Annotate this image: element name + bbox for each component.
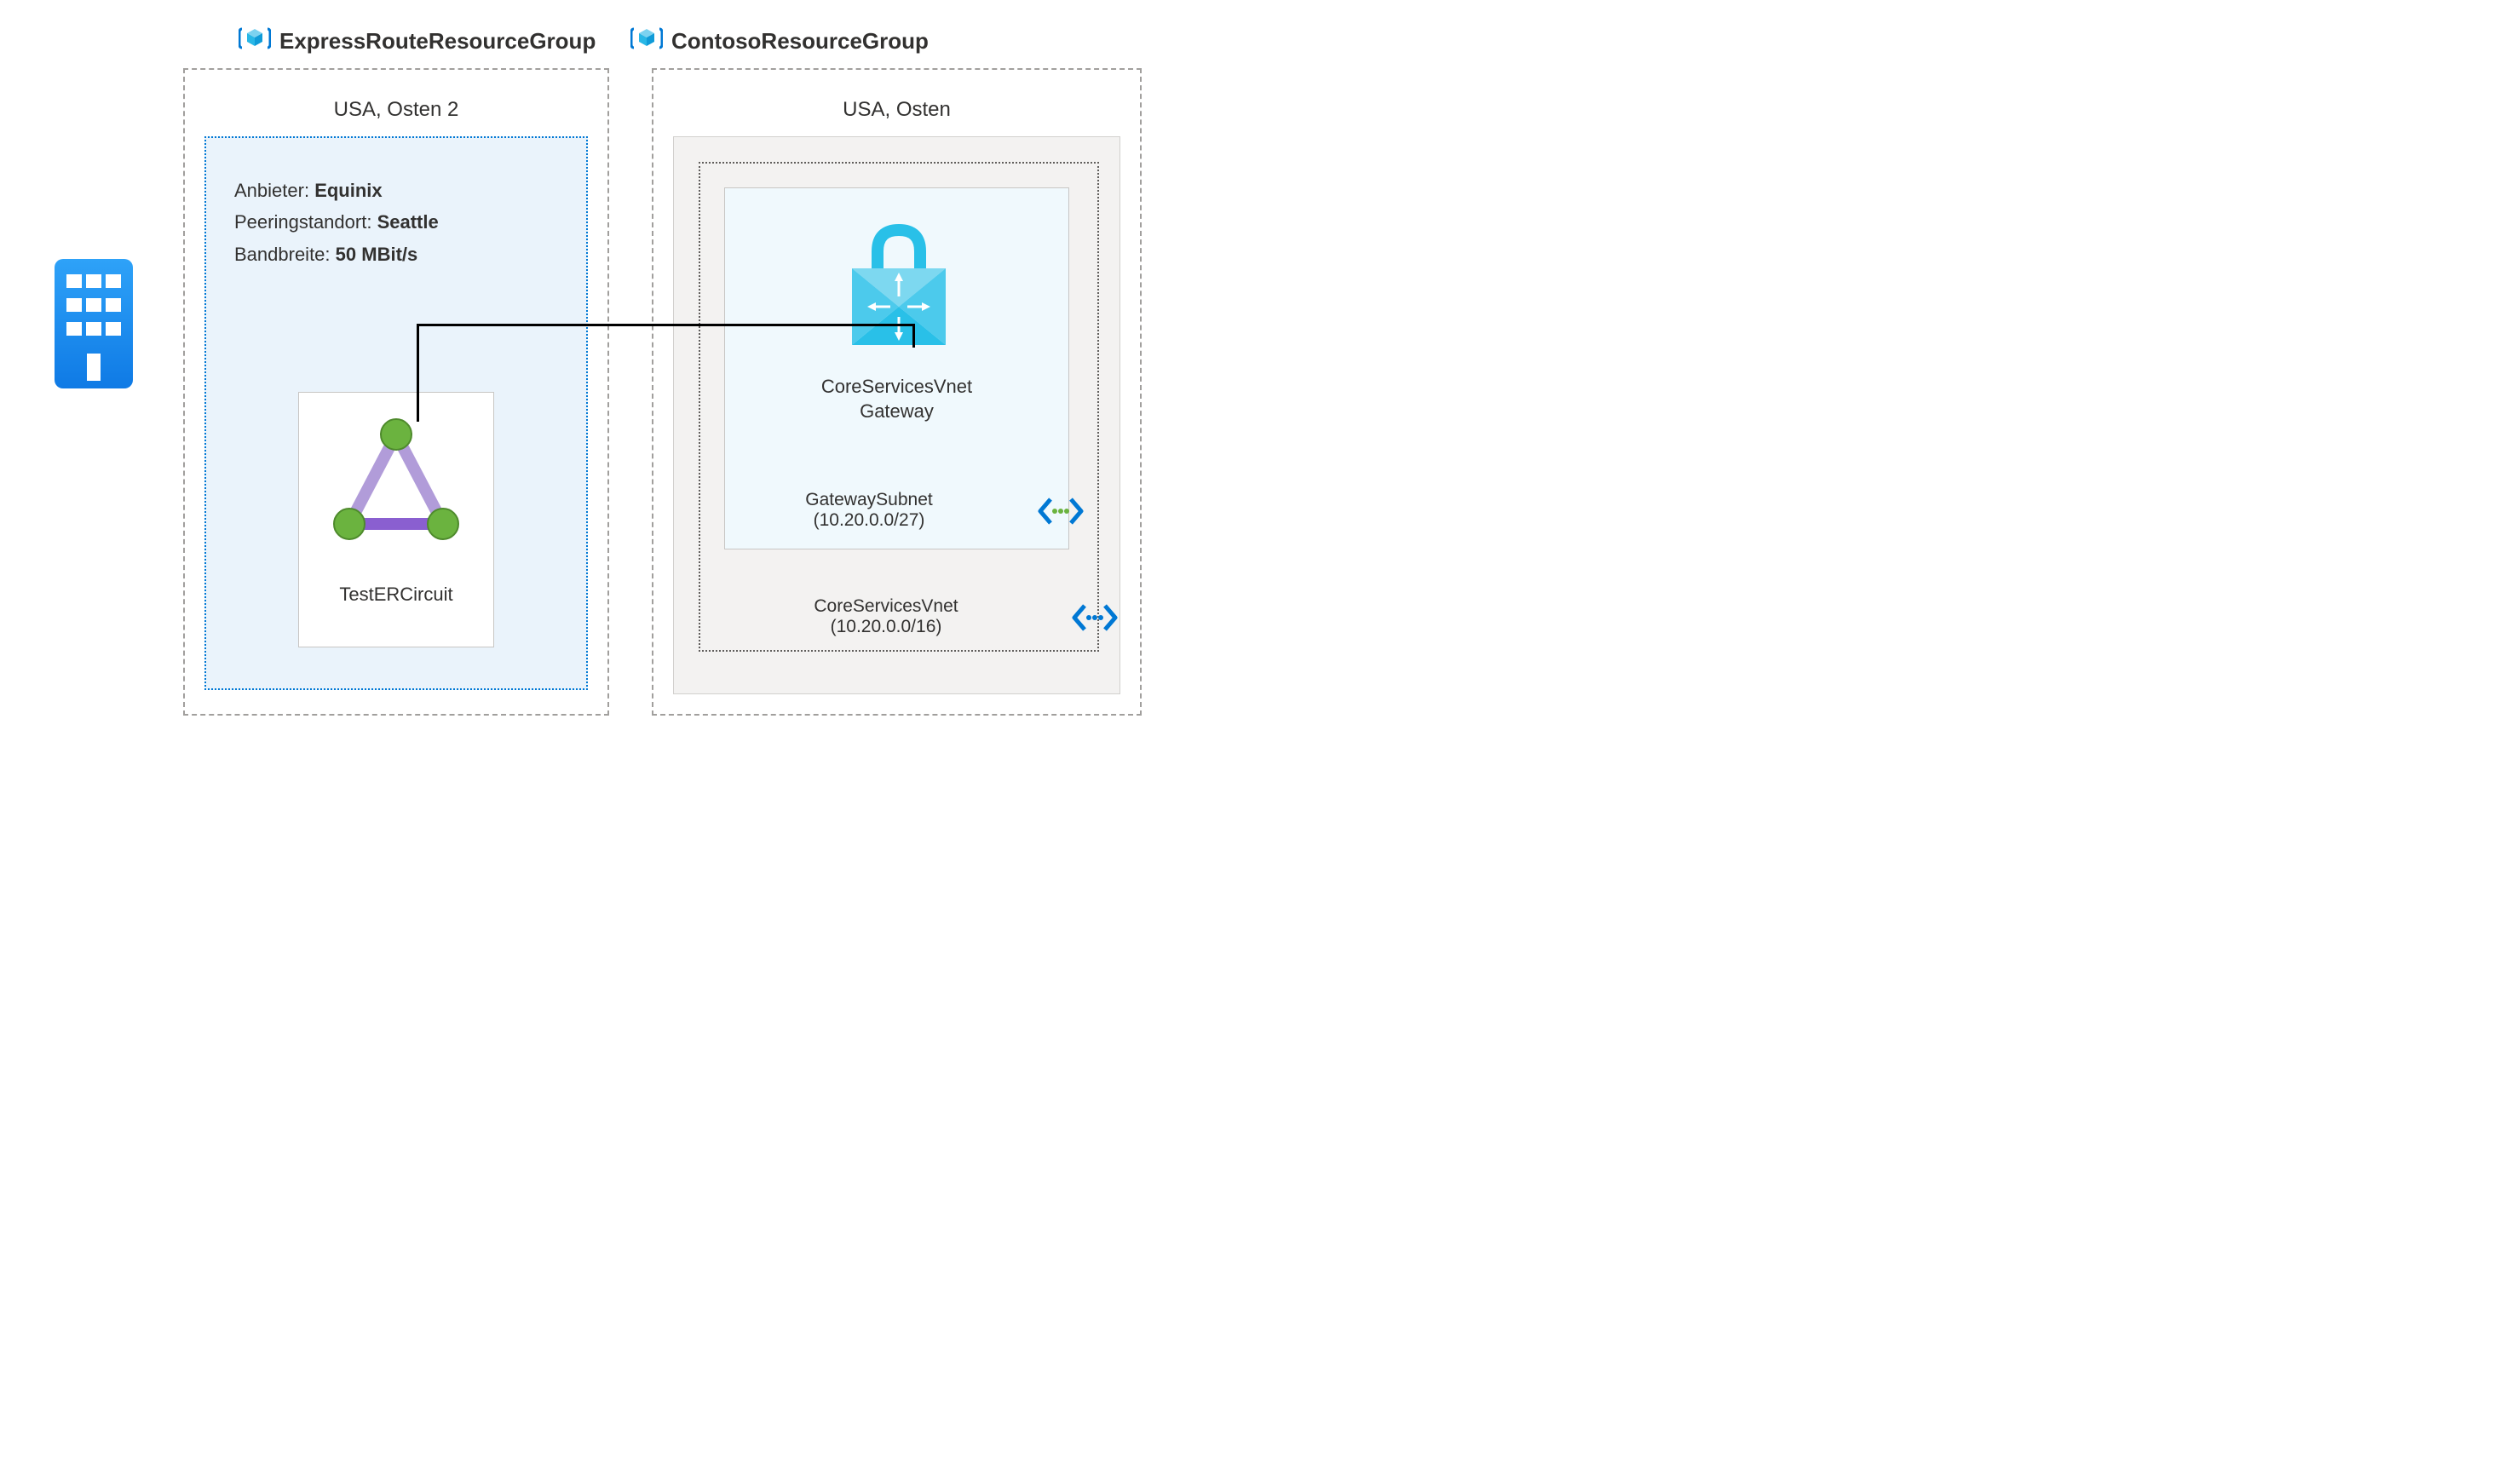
provider-value: Equinix — [314, 180, 382, 201]
gateway-label-text: CoreServicesVnetGateway — [821, 376, 972, 422]
connector-vertical-2 — [912, 324, 915, 348]
expressroute-circuit-icon — [324, 413, 469, 562]
gateway-label: CoreServicesVnetGateway — [724, 375, 1069, 423]
core-vnet-label: CoreServicesVnet (10.20.0.0/16) — [758, 596, 1014, 637]
core-vnet-cidr: (10.20.0.0/16) — [758, 617, 1014, 637]
vnet-peering-icon — [1035, 494, 1086, 532]
connector-horizontal — [417, 324, 915, 326]
provider-label: Anbieter: — [234, 180, 309, 201]
diagram-canvas: ExpressRouteResourceGroup USA, Osten 2 A… — [17, 17, 1232, 716]
region-left-title: USA, Osten 2 — [204, 98, 588, 122]
building-icon — [51, 256, 136, 396]
region-right-title: USA, Osten — [673, 98, 1120, 122]
peering-label: Peeringstandort: — [234, 211, 371, 233]
resource-group-right-header: ContosoResourceGroup — [630, 22, 929, 60]
bandwidth-label: Bandbreite: — [234, 244, 331, 265]
circuit-label: TestERCircuit — [298, 584, 494, 606]
resource-group-left-title: ExpressRouteResourceGroup — [279, 28, 596, 55]
connector-vertical — [417, 324, 419, 422]
bandwidth-value: 50 MBit/s — [336, 244, 418, 265]
resource-group-right-title: ContosoResourceGroup — [671, 28, 929, 55]
gateway-subnet-label: GatewaySubnet (10.20.0.0/27) — [758, 490, 980, 531]
core-vnet-name: CoreServicesVnet — [758, 596, 1014, 617]
gateway-subnet-name: GatewaySubnet — [758, 490, 980, 510]
circuit-details: Anbieter: Equinix Peeringstandort: Seatt… — [234, 175, 439, 270]
peering-value: Seattle — [377, 211, 439, 233]
resource-group-icon — [630, 22, 663, 60]
vnet-icon — [1069, 601, 1120, 639]
gateway-subnet-cidr: (10.20.0.0/27) — [758, 510, 980, 531]
resource-group-icon — [239, 22, 271, 60]
gateway-lock-icon — [843, 221, 954, 362]
resource-group-left-header: ExpressRouteResourceGroup — [239, 22, 596, 60]
